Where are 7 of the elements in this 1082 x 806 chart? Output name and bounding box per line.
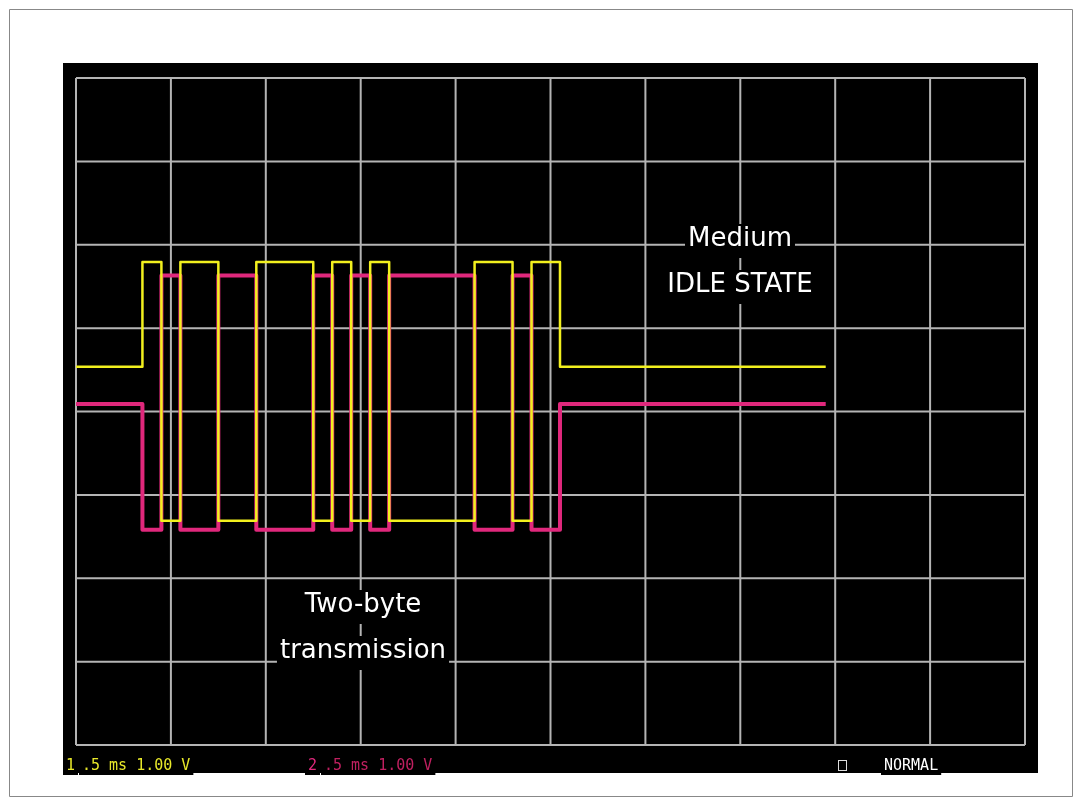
text: NORMAL (884, 756, 939, 775)
text: Two-byte transmission (279, 587, 447, 664)
text: .5 ms 1.00 V (82, 756, 191, 775)
text: .5 ms 1.00 V (324, 756, 433, 775)
annotation: Medium IDLE STATE (667, 221, 813, 298)
text: 2 (308, 756, 318, 775)
text: 1 (66, 756, 76, 775)
